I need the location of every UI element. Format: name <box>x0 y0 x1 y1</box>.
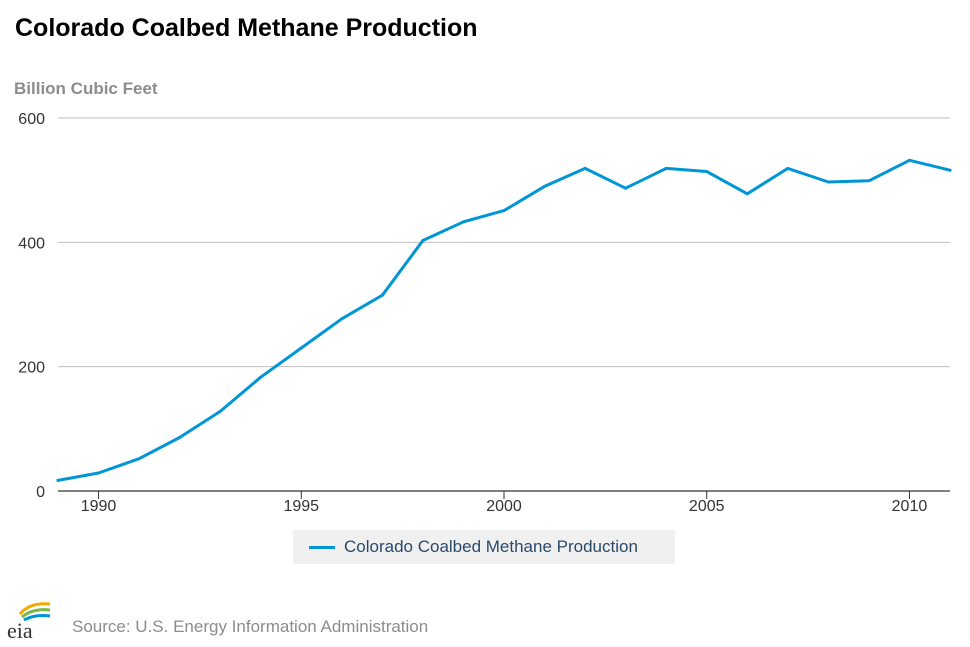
x-tick-label: 2000 <box>486 498 522 515</box>
x-tick-label: 1995 <box>283 498 319 515</box>
chart-title: Colorado Coalbed Methane Production <box>15 14 478 42</box>
data-point[interactable] <box>259 375 263 379</box>
data-point[interactable] <box>461 220 465 224</box>
x-tick-label: 1990 <box>81 498 117 515</box>
grid-lines <box>58 117 950 492</box>
eia-logo: eia <box>7 602 51 642</box>
data-point[interactable] <box>948 168 952 172</box>
data-point[interactable] <box>867 179 871 183</box>
legend-swatch <box>309 545 335 549</box>
data-point[interactable] <box>786 166 790 170</box>
data-point[interactable] <box>299 346 303 350</box>
x-tick-labels: 1990 1995 2000 2005 2010 <box>81 491 928 515</box>
data-point[interactable] <box>907 158 911 162</box>
source-note: Source: U.S. Energy Information Administ… <box>72 617 429 636</box>
data-point[interactable] <box>705 169 709 173</box>
data-point[interactable] <box>664 166 668 170</box>
data-point[interactable] <box>218 409 222 413</box>
data-point[interactable] <box>56 478 60 482</box>
y-tick-labels: 0 200 400 600 <box>18 111 45 501</box>
data-point[interactable] <box>624 186 628 190</box>
data-point[interactable] <box>826 180 830 184</box>
y-tick-label: 600 <box>18 111 45 128</box>
y-axis-label: Billion Cubic Feet <box>14 79 158 98</box>
legend-label: Colorado Coalbed Methane Production <box>344 537 638 556</box>
data-point[interactable] <box>543 184 547 188</box>
data-point[interactable] <box>745 192 749 196</box>
series-line[interactable] <box>56 158 952 482</box>
data-point[interactable] <box>583 166 587 170</box>
legend[interactable]: Colorado Coalbed Methane Production <box>293 530 675 564</box>
logo-text: eia <box>7 618 33 642</box>
x-tick-label: 2005 <box>689 498 725 515</box>
data-point[interactable] <box>502 209 506 213</box>
y-tick-label: 400 <box>18 235 45 252</box>
x-tick-label: 2010 <box>892 498 928 515</box>
data-point[interactable] <box>421 238 425 242</box>
data-point[interactable] <box>137 457 141 461</box>
y-tick-label: 200 <box>18 360 45 377</box>
data-point[interactable] <box>178 436 182 440</box>
series-layer <box>56 158 952 482</box>
data-point[interactable] <box>97 471 101 475</box>
data-point[interactable] <box>340 317 344 321</box>
data-point[interactable] <box>380 293 384 297</box>
y-tick-label: 0 <box>36 484 45 501</box>
